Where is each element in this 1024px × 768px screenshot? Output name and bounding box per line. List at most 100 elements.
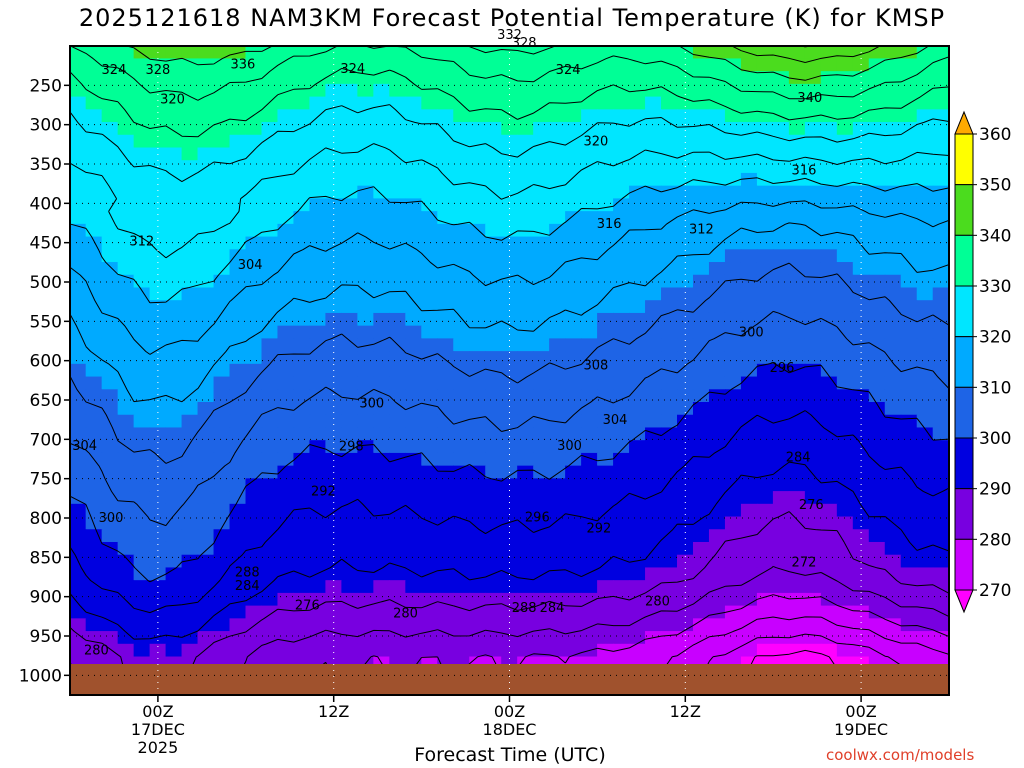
contour-line-304	[70, 310, 949, 527]
colorbar-label: 280	[979, 530, 1011, 550]
contour-label: 300	[557, 439, 582, 454]
contour-label: 312	[129, 234, 154, 249]
contour-label: 298	[339, 440, 364, 455]
contour-label: 320	[160, 93, 185, 108]
contour-line-288	[70, 511, 949, 695]
y-tick-label: 450	[30, 234, 62, 254]
colorbar-label: 270	[979, 581, 1011, 601]
contour-line-332	[70, 67, 949, 138]
colorbar-label: 310	[979, 378, 1011, 398]
y-tick-label: 800	[30, 509, 62, 529]
y-tick-label: 500	[30, 273, 62, 293]
x-axis-label: Forecast Time (UTC)	[414, 744, 606, 766]
credit-text[interactable]: coolwx.com/models	[826, 746, 975, 764]
contour-label: 272	[792, 555, 817, 570]
colorbar-top-arrow	[954, 110, 974, 135]
contour-label: 280	[84, 643, 109, 658]
contour-label: 276	[295, 599, 320, 614]
colorbar-label: 320	[979, 328, 1011, 348]
colorbar-segment	[954, 133, 974, 186]
y-tick-label: 1000	[19, 666, 62, 686]
contour-label: 284	[540, 601, 565, 616]
contour-line-300	[70, 362, 949, 583]
y-tick-label: 300	[30, 116, 62, 136]
x-tick-label: 00Z	[142, 702, 173, 721]
contour-line-308	[70, 262, 949, 464]
contour-line-324	[70, 143, 949, 259]
colorbar-segment	[954, 488, 974, 540]
colorbar-label: 350	[979, 176, 1011, 196]
contour-label: 324	[102, 63, 127, 78]
x-tick-label: 19DEC	[834, 720, 888, 739]
colorbar-label: 330	[979, 277, 1011, 297]
contour-label: 280	[393, 606, 418, 621]
contour-label: 332	[497, 28, 522, 43]
contour-label: 300	[739, 326, 764, 341]
contour-line-284	[70, 565, 949, 695]
y-axis: 250 300 350 400 450 500 550 600 650 700 750 800 850 9…	[19, 76, 70, 686]
contour-line-312	[70, 222, 949, 403]
y-tick-label: 700	[30, 430, 62, 450]
contour-label: 280	[645, 595, 670, 610]
contour-line-344	[731, 46, 881, 63]
contour-label: 324	[556, 63, 581, 78]
y-tick-label: 250	[30, 76, 62, 96]
contour-line-292	[70, 461, 949, 640]
contour-label: 288	[235, 565, 260, 580]
y-tick-label: 350	[30, 155, 62, 175]
y-tick-label: 400	[30, 194, 62, 214]
colorbar-label: 360	[979, 125, 1011, 145]
contour-label: 320	[584, 134, 609, 149]
contour-label: 336	[230, 57, 255, 72]
contour-label: 324	[340, 62, 365, 77]
x-tick-label: 00Z	[494, 702, 525, 721]
y-tick-label: 900	[30, 588, 62, 608]
chart-title: 2025121618 NAM3KM Forecast Potential Tem…	[78, 4, 946, 32]
colorbar-segment	[954, 184, 974, 236]
colorbar-segment	[954, 437, 974, 490]
contour-line-320	[70, 177, 949, 304]
contour-label: 340	[797, 91, 822, 106]
y-tick-label: 600	[30, 352, 62, 372]
contour-label: 296	[525, 510, 550, 525]
contour-line-296	[70, 410, 949, 614]
contour-label: 276	[799, 498, 824, 513]
contour-label: 284	[786, 451, 811, 466]
contour-line-316	[70, 200, 949, 355]
y-tick-label: 650	[30, 391, 62, 411]
colorbar-segment	[954, 386, 974, 439]
x-tick-label: 12Z	[318, 702, 349, 721]
contour-line-276	[662, 616, 949, 695]
contour-label: 296	[770, 361, 795, 376]
colorbar-segment	[954, 336, 974, 388]
x-tick-label: 17DEC	[131, 720, 185, 739]
colorbar-label: 300	[979, 429, 1011, 449]
contour-label: 316	[597, 217, 622, 232]
colorbar-label: 290	[979, 480, 1011, 500]
y-tick-label: 950	[30, 627, 62, 647]
y-tick-label: 850	[30, 548, 62, 568]
contour-label: 316	[792, 164, 817, 179]
contour-label: 292	[586, 521, 611, 536]
contour-label: 284	[235, 579, 260, 594]
x-tick-label: 12Z	[670, 702, 701, 721]
contour-label: 328	[512, 36, 537, 51]
contour-label: 292	[311, 484, 336, 499]
grid-lines	[70, 46, 949, 695]
contour-label: 300	[359, 396, 384, 411]
colorbar-bottom-arrow	[954, 589, 974, 614]
y-tick-label: 550	[30, 312, 62, 332]
contour-label: 304	[603, 413, 628, 428]
contour-label: 300	[99, 511, 124, 526]
contour-label: 288	[512, 601, 537, 616]
contour-label: 308	[584, 359, 609, 374]
colorbar-segment	[954, 538, 974, 591]
temperature-bands	[70, 46, 949, 695]
colorbar-legend: 360 350 340 330 320 310 300 290 280 270	[954, 110, 1011, 614]
colorbar-segment	[954, 285, 974, 338]
contour-label: 312	[689, 223, 714, 238]
y-tick-label: 750	[30, 470, 62, 490]
